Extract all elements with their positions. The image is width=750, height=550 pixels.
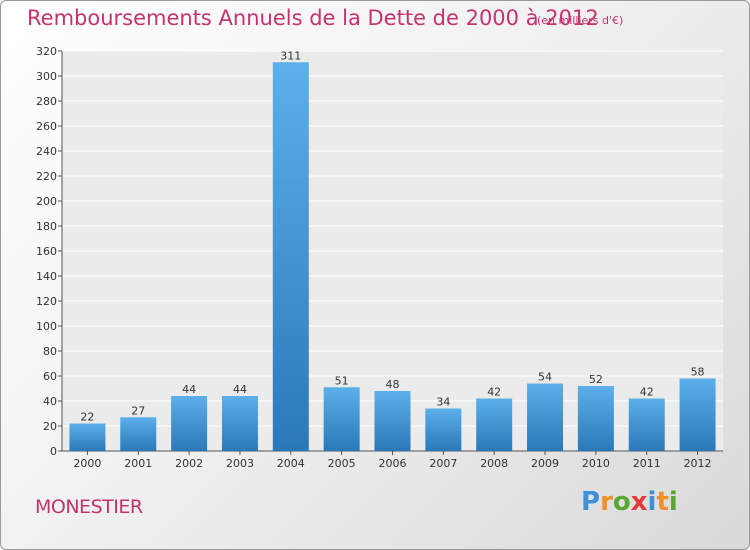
data-label: 48 xyxy=(386,378,400,391)
bar xyxy=(628,398,665,451)
data-label: 22 xyxy=(80,411,94,424)
x-tick-label: 2001 xyxy=(124,457,152,470)
data-label: 311 xyxy=(280,49,301,62)
y-tick-label: 0 xyxy=(50,445,57,458)
data-label: 27 xyxy=(131,404,145,417)
logo-letter: t xyxy=(656,487,669,517)
logo-letter: x xyxy=(630,487,648,517)
y-tick-label: 260 xyxy=(36,120,57,133)
y-tick-label: 140 xyxy=(36,270,57,283)
x-tick-label: 2003 xyxy=(226,457,254,470)
data-label: 34 xyxy=(436,396,450,409)
x-tick-label: 2002 xyxy=(175,457,203,470)
x-tick-label: 2004 xyxy=(277,457,305,470)
x-tick-label: 2008 xyxy=(480,457,508,470)
x-tick-label: 2005 xyxy=(328,457,356,470)
y-tick-label: 300 xyxy=(36,70,57,83)
bar xyxy=(171,396,208,451)
x-tick-label: 2006 xyxy=(379,457,407,470)
bar xyxy=(69,423,106,451)
y-tick-label: 240 xyxy=(36,145,57,158)
y-tick-label: 80 xyxy=(43,345,57,358)
chart-subtitle: (en milliers d'€) xyxy=(537,14,624,27)
y-tick-label: 100 xyxy=(36,320,57,333)
bar xyxy=(425,408,462,451)
y-tick-label: 20 xyxy=(43,420,57,433)
y-tick-label: 60 xyxy=(43,370,57,383)
y-tick-label: 200 xyxy=(36,195,57,208)
data-label: 42 xyxy=(487,386,501,399)
bar xyxy=(221,396,258,451)
bar xyxy=(527,383,564,451)
data-label: 51 xyxy=(335,374,349,387)
x-tick-label: 2011 xyxy=(633,457,661,470)
data-label: 58 xyxy=(691,366,705,379)
bar xyxy=(374,391,411,451)
data-label: 44 xyxy=(182,383,196,396)
y-tick-label: 280 xyxy=(36,95,57,108)
y-tick-label: 160 xyxy=(36,245,57,258)
y-tick-label: 180 xyxy=(36,220,57,233)
x-tick-label: 2007 xyxy=(429,457,457,470)
bar xyxy=(120,417,157,451)
chart-title: Remboursements Annuels de la Dette de 20… xyxy=(27,6,599,30)
place-name: MONESTIER xyxy=(35,496,143,518)
x-tick-label: 2009 xyxy=(531,457,559,470)
proxiti-logo: Proxiti xyxy=(581,487,678,517)
x-tick-label: 2012 xyxy=(684,457,712,470)
y-tick-label: 220 xyxy=(36,170,57,183)
logo-letter: r xyxy=(600,487,613,517)
data-label: 44 xyxy=(233,383,247,396)
logo-letter: i xyxy=(647,487,657,517)
bar xyxy=(577,386,614,451)
y-tick-label: 120 xyxy=(36,295,57,308)
bar xyxy=(679,378,716,451)
logo-letter: i xyxy=(668,487,678,517)
x-tick-label: 2010 xyxy=(582,457,610,470)
data-label: 42 xyxy=(640,386,654,399)
logo-letter: o xyxy=(612,487,631,517)
y-tick-label: 40 xyxy=(43,395,57,408)
bar xyxy=(323,387,360,451)
y-tick-label: 320 xyxy=(36,45,57,58)
bar xyxy=(272,62,309,451)
data-label: 52 xyxy=(589,373,603,386)
bar xyxy=(476,398,513,451)
data-label: 54 xyxy=(538,371,552,384)
x-tick-label: 2000 xyxy=(73,457,101,470)
logo-letter: P xyxy=(581,487,601,517)
